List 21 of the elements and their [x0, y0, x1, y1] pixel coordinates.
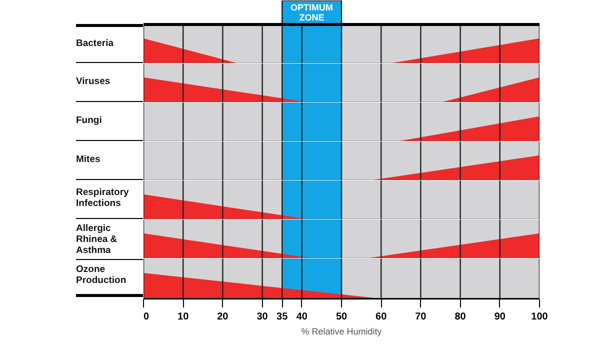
y-axis-title: Mites — [76, 141, 143, 180]
y-axis-title: Fungi — [76, 102, 143, 141]
x-tick-label: 35 — [276, 312, 288, 322]
x-tick-label: 60 — [376, 312, 388, 322]
x-tick-label: 40 — [296, 312, 308, 322]
x-tick-label: 90 — [494, 312, 506, 322]
band-label: OPTIMUM ZONE — [290, 2, 334, 22]
x-tick-label: 80 — [454, 312, 466, 322]
x-tick-label: 20 — [217, 312, 229, 322]
y-axis-title: Ozone Production — [76, 258, 143, 297]
x-tick-label: 10 — [178, 312, 190, 322]
y-axis-title: Respiratory Infections — [76, 180, 143, 219]
x-tick-label: 30 — [256, 312, 268, 322]
y-axis-title: Allergic Rhinea & Asthma — [76, 221, 143, 260]
x-tick-label: 50 — [336, 312, 348, 322]
x-tick-label: 0 — [144, 312, 150, 322]
y-axis-title: Viruses — [76, 63, 143, 102]
x-tick-label: 70 — [415, 312, 427, 322]
y-axis-title: Bacteria — [76, 24, 143, 63]
x-tick-label: 100 — [531, 312, 548, 322]
x-axis-title: % Relative Humidity — [301, 326, 382, 336]
